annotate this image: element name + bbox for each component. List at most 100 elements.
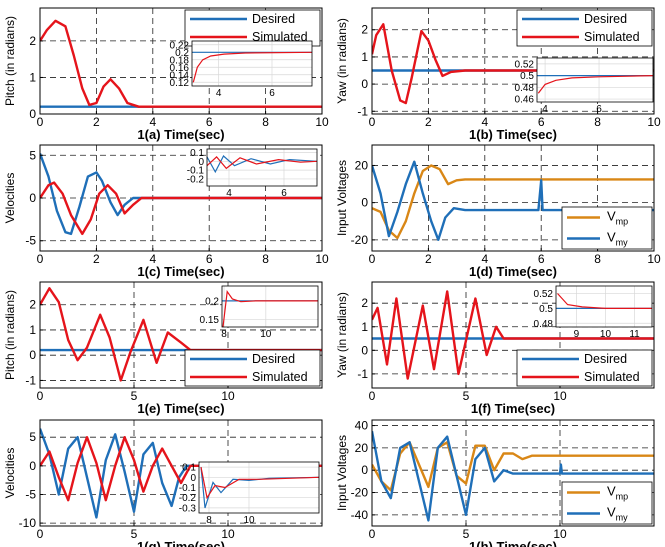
x-tick-label: 10 xyxy=(647,115,661,129)
inset-x-tick-label: 6 xyxy=(281,188,287,199)
x-tick-label: 8 xyxy=(262,115,269,129)
x-tick-label: 0 xyxy=(37,389,44,403)
series-line xyxy=(372,430,654,522)
inset-area xyxy=(222,286,318,327)
y-tick-label: -1 xyxy=(25,373,36,387)
inset-series-line xyxy=(207,156,317,170)
x-tick-label: 4 xyxy=(481,252,488,266)
x-tick-label: 5 xyxy=(131,527,138,541)
x-tick-label: 2 xyxy=(93,252,100,266)
inset-y-tick-label: 0.48 xyxy=(534,319,554,330)
inset-zoom: 4 6 0.120.140.160.180.20.22 xyxy=(170,40,313,99)
inset-x-tick-label: 4 xyxy=(226,188,232,199)
x-tick-label: 6 xyxy=(206,115,213,129)
y-tick-label: 0 xyxy=(29,191,36,205)
y-tick-label: 0 xyxy=(361,463,368,477)
y-axis-label: Velocities xyxy=(3,173,17,224)
y-tick-label: -1 xyxy=(357,104,368,118)
legend-entry: Simulated xyxy=(252,30,308,44)
legend: Desired Simulated xyxy=(516,349,653,387)
inset-frame xyxy=(555,285,653,328)
y-tick-label: 20 xyxy=(355,158,369,172)
series-line xyxy=(372,290,654,380)
y-tick-label: -40 xyxy=(351,508,369,522)
inset-y-tick-label: 0.1 xyxy=(190,148,204,159)
inset-area xyxy=(556,286,652,327)
x-axis-label: 1(c) Time(sec) xyxy=(137,264,224,279)
legend-box xyxy=(561,206,653,250)
x-tick-label: 0 xyxy=(37,252,44,266)
y-axis-label: Pitch (in radians) xyxy=(3,290,17,380)
series-line xyxy=(372,160,654,241)
inset-x-tick-label: 8 xyxy=(221,329,227,340)
y-tick-label: 2 xyxy=(361,296,368,310)
inset-y-tick-label: 0.5 xyxy=(520,71,534,82)
legend-entry: Desired xyxy=(252,12,295,26)
y-tick-label: -20 xyxy=(351,486,369,500)
inset-y-tick-label: 0.46 xyxy=(515,95,535,106)
inset-y-tick-label: 0.22 xyxy=(170,40,190,51)
y-tick-label: 2 xyxy=(361,23,368,37)
x-tick-label: 2 xyxy=(93,115,100,129)
x-tick-label: 4 xyxy=(149,252,156,266)
inset-x-tick-label: 4 xyxy=(542,104,548,115)
y-axis-label: Input Voltages xyxy=(335,160,349,236)
axes-frame xyxy=(39,419,323,527)
inset-frame xyxy=(198,461,320,514)
x-tick-label: 5 xyxy=(463,527,470,541)
y-tick-label: 0 xyxy=(361,77,368,91)
inset-x-tick-label: 10 xyxy=(260,329,272,340)
chart-g: 0 5 10 -10 -5 0 5 Velocities 1(g) Time(sec) 8 10 -0… xyxy=(3,419,323,547)
inset-x-tick-label: 10 xyxy=(600,329,612,340)
y-axis-label: Velocities xyxy=(3,448,17,499)
x-axis-label: 1(f) Time(sec) xyxy=(471,401,555,416)
y-tick-label: 2 xyxy=(29,298,36,312)
legend: Desired Simulated xyxy=(184,349,321,387)
series-line xyxy=(40,436,322,502)
inset-y-tick-label: -0.1 xyxy=(179,483,197,494)
y-tick-label: 2 xyxy=(29,34,36,48)
legend-box xyxy=(516,9,653,47)
series-line xyxy=(40,181,322,236)
x-tick-label: 2 xyxy=(425,252,432,266)
axes-frame xyxy=(371,7,655,115)
legend-entry: Simulated xyxy=(584,30,640,44)
inset-y-tick-label: 0.48 xyxy=(515,83,535,94)
inset-x-tick-label: 4 xyxy=(216,88,222,99)
axes-frame xyxy=(39,7,323,115)
inset-y-tick-label: -0.2 xyxy=(179,493,197,504)
y-axis-label: Pitch (in radians) xyxy=(3,16,17,106)
inset-y-tick-label: 0.5 xyxy=(539,304,553,315)
x-axis-label: 1(d) Time(sec) xyxy=(469,264,557,279)
inset-series-line xyxy=(192,51,312,83)
y-tick-label: 0 xyxy=(29,459,36,473)
inset-zoom: 4 6 0.460.480.50.52 xyxy=(515,57,654,115)
inset-series-line xyxy=(222,289,318,327)
y-tick-label: 5 xyxy=(29,430,36,444)
legend-entry: Simulated xyxy=(252,370,308,384)
chart-h: 0 5 10 -40 -20 0 20 40 Input Voltages 1(h) Time(s… xyxy=(335,419,655,547)
inset-y-tick-label: -0.3 xyxy=(179,503,197,514)
x-tick-label: 4 xyxy=(149,115,156,129)
y-tick-label: -10 xyxy=(19,516,37,530)
y-axis-label: Yaw (in radians) xyxy=(335,18,349,104)
x-tick-label: 10 xyxy=(553,527,567,541)
x-tick-label: 10 xyxy=(221,527,235,541)
x-tick-label: 0 xyxy=(369,252,376,266)
inset-y-tick-label: 0.52 xyxy=(534,289,554,300)
y-tick-label: -5 xyxy=(25,487,36,501)
legend-entry: Desired xyxy=(252,352,295,366)
legend: Desired Simulated xyxy=(516,9,653,47)
x-tick-label: 2 xyxy=(425,115,432,129)
x-tick-label: 0 xyxy=(369,389,376,403)
legend-entry: Desired xyxy=(584,352,627,366)
axes-frame xyxy=(371,419,655,527)
x-axis-label: 1(b) Time(sec) xyxy=(469,127,557,142)
inset-y-tick-label: 0.2 xyxy=(175,48,189,59)
inset-zoom: 4 6 -0.2-0.100.1 xyxy=(187,148,318,199)
legend-box xyxy=(516,349,653,387)
